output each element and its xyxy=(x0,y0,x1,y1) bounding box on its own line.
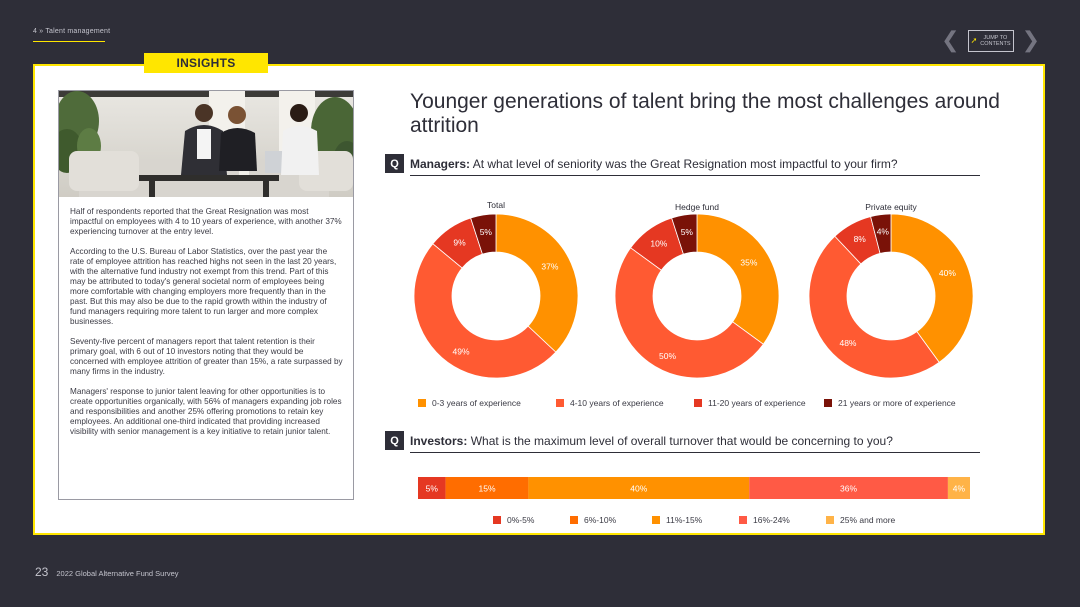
insight-text: Half of respondents reported that the Gr… xyxy=(59,197,353,437)
footer: 23 2022 Global Alternative Fund Survey xyxy=(35,565,179,579)
insight-paragraph: Seventy-five percent of managers report … xyxy=(70,337,343,376)
question-body: What is the maximum level of overall tur… xyxy=(467,433,893,448)
page-navigation: ❮ ➚ JUMP TO CONTENTS ❯ xyxy=(941,30,1040,52)
question-lead: Investors: xyxy=(410,433,468,448)
donut-data-label: 40% xyxy=(939,268,956,278)
legend-swatch xyxy=(556,399,564,407)
donut-slice xyxy=(671,213,698,255)
bar-segment xyxy=(947,477,970,499)
donut-slice xyxy=(495,213,579,353)
donut-slice xyxy=(470,213,497,255)
insight-paragraph: Half of respondents reported that the Gr… xyxy=(70,207,342,236)
bar-data-label: 40% xyxy=(630,484,647,494)
question-badge: Q xyxy=(385,154,404,173)
legend-label: 21 years or more of experience xyxy=(838,398,956,408)
insight-panel: Half of respondents reported that the Gr… xyxy=(58,90,354,500)
question-text: Managers: At what level of seniority was… xyxy=(410,157,898,171)
legend-swatch xyxy=(493,516,501,524)
legend-swatch xyxy=(418,399,426,407)
question-investors: Q Investors: What is the maximum level o… xyxy=(385,431,893,450)
donut-title-hedge-fund: Hedge fund xyxy=(675,202,719,212)
question-badge: Q xyxy=(385,431,404,450)
bar-data-label: 15% xyxy=(478,484,495,494)
section-breadcrumb[interactable]: 4 » Talent management xyxy=(33,28,110,42)
bar-segment xyxy=(445,477,529,499)
legend-item: 11-20 years of experience xyxy=(694,398,806,408)
question-managers: Q Managers: At what level of seniority w… xyxy=(385,154,898,173)
donut-charts: 37% 49% 9% 5% 35% 50% 10% 5% 40% 48% 8% 4% xyxy=(413,213,974,379)
donut-slice xyxy=(808,235,940,379)
legend-label: 4-10 years of experience xyxy=(570,398,664,408)
question-lead: Managers: xyxy=(410,156,471,171)
bar-segment xyxy=(749,477,948,499)
legend-item: 6%-10% xyxy=(570,515,616,525)
legend-item: 25% and more xyxy=(826,515,895,525)
legend-swatch xyxy=(826,516,834,524)
bar-data-label: 4% xyxy=(953,484,966,494)
legend-swatch xyxy=(694,399,702,407)
jump-line-1: JUMP TO xyxy=(983,35,1008,41)
jump-to-contents-button[interactable]: ➚ JUMP TO CONTENTS xyxy=(967,30,1014,52)
donut-data-label: 10% xyxy=(650,238,667,248)
turnover-stacked-bar: 5% 15% 40% 36% 4% xyxy=(418,477,970,499)
legend-item: 11%-15% xyxy=(652,515,702,525)
donut-data-label: 35% xyxy=(740,257,757,267)
legend-label: 0-3 years of experience xyxy=(432,398,521,408)
bar-data-label: 5% xyxy=(426,484,439,494)
page-title: Younger generations of talent bring the … xyxy=(410,90,1000,137)
legend-item: 4-10 years of experience xyxy=(556,398,664,408)
insights-tab: INSIGHTS xyxy=(144,53,268,73)
legend-swatch xyxy=(570,516,578,524)
jump-line-2: CONTENTS xyxy=(980,41,1011,47)
donut-slice xyxy=(696,213,780,345)
donut-slice xyxy=(870,213,892,254)
donut-data-label: 49% xyxy=(453,347,470,357)
donut-data-label: 4% xyxy=(877,227,890,237)
insight-paragraph: According to the U.S. Bureau of Labor St… xyxy=(70,247,337,326)
question-text: Investors: What is the maximum level of … xyxy=(410,434,893,448)
donut-data-label: 8% xyxy=(854,234,867,244)
legend-label: 11%-15% xyxy=(666,515,703,525)
question-divider xyxy=(410,452,980,453)
footer-title: 2022 Global Alternative Fund Survey xyxy=(56,569,179,578)
legend-item: 16%-24% xyxy=(739,515,790,525)
donut-title-total: Total xyxy=(487,200,505,210)
insight-paragraph: Managers' response to junior talent leav… xyxy=(70,387,342,436)
donut-data-label: 5% xyxy=(480,227,493,237)
page-number: 23 xyxy=(35,565,49,579)
donut-slice xyxy=(890,213,974,363)
donut-data-label: 37% xyxy=(541,262,558,272)
legend-label: 25% and more xyxy=(840,515,896,525)
legend-swatch xyxy=(824,399,832,407)
question-divider xyxy=(410,175,980,176)
arrow-icon: ➚ xyxy=(970,36,978,45)
donut-data-label: 5% xyxy=(681,227,694,237)
donut-data-label: 9% xyxy=(453,237,466,247)
donut-data-label: 50% xyxy=(659,351,676,361)
legend-label: 0%-5% xyxy=(507,515,535,525)
section-label: 4 » Talent management xyxy=(33,28,111,35)
section-underline xyxy=(33,41,105,42)
legend-item: 0%-5% xyxy=(493,515,534,525)
chevron-left-icon[interactable]: ❮ xyxy=(941,28,960,53)
office-meeting-photo xyxy=(59,91,353,197)
legend-label: 16%-24% xyxy=(753,515,790,525)
donut-title-private-equity: Private equity xyxy=(865,202,917,212)
legend-swatch xyxy=(739,516,747,524)
legend-item: 21 years or more of experience xyxy=(824,398,956,408)
jump-to-contents-label: JUMP TO CONTENTS xyxy=(980,35,1010,47)
donut-data-label: 48% xyxy=(839,338,856,348)
legend-label: 11-20 years of experience xyxy=(708,398,806,408)
donut-slice xyxy=(413,243,557,379)
legend-swatch xyxy=(652,516,660,524)
legend-label: 6%-10% xyxy=(584,515,617,525)
bar-data-label: 36% xyxy=(840,484,857,494)
chevron-right-icon[interactable]: ❯ xyxy=(1021,28,1040,53)
question-body: At what level of seniority was the Great… xyxy=(470,156,898,171)
bar-segment xyxy=(418,477,446,499)
bar-segment xyxy=(528,477,750,499)
donut-slice xyxy=(614,247,764,379)
legend-item: 0-3 years of experience xyxy=(418,398,521,408)
